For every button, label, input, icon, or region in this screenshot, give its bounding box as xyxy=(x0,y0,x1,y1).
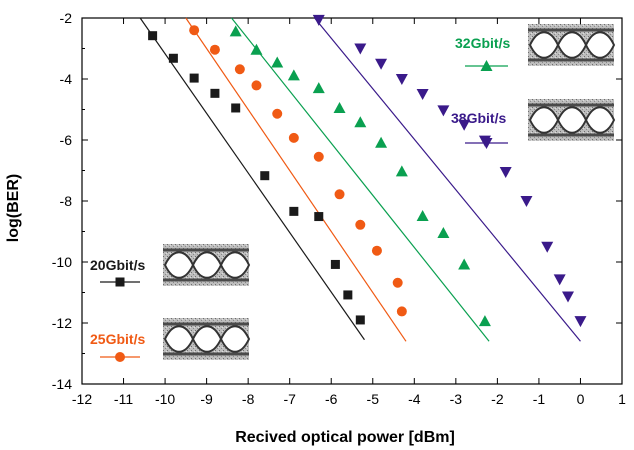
data-point-0 xyxy=(343,290,353,300)
eye-diagram-20gbit xyxy=(161,242,251,288)
data-point-1 xyxy=(189,25,200,36)
data-point-2 xyxy=(416,209,429,221)
data-point-2 xyxy=(333,101,346,113)
data-point-3 xyxy=(395,74,408,85)
legend-marker-0 xyxy=(115,277,125,287)
x-tick-label: 1 xyxy=(618,391,626,407)
data-point-2 xyxy=(395,165,408,177)
data-point-2 xyxy=(458,258,471,270)
y-tick-label: -10 xyxy=(52,254,72,270)
data-point-1 xyxy=(313,151,324,162)
data-point-1 xyxy=(251,80,262,91)
data-point-3 xyxy=(553,274,566,286)
x-tick-label: -4 xyxy=(408,391,421,407)
x-tick-label: -3 xyxy=(450,391,463,407)
legend: 20Gbit/s 25Gbit/s 32Gbit/s 38Gbit/s xyxy=(90,35,510,362)
legend-label-2: 32Gbit/s xyxy=(455,35,510,51)
x-tick-label: -2 xyxy=(491,391,504,407)
data-point-1 xyxy=(234,64,245,75)
data-point-2 xyxy=(478,315,491,327)
data-point-3 xyxy=(458,119,471,131)
data-point-3 xyxy=(541,241,554,253)
eye-diagram-25gbit xyxy=(161,316,251,362)
x-tick-label: -7 xyxy=(283,391,296,407)
data-point-0 xyxy=(330,259,340,269)
data-point-1 xyxy=(209,44,220,55)
fit-line-0 xyxy=(139,17,365,341)
x-tick-label: -11 xyxy=(114,391,133,407)
data-point-2 xyxy=(287,69,300,81)
y-tick-label: -8 xyxy=(60,193,73,209)
data-point-0 xyxy=(289,206,299,216)
data-point-0 xyxy=(260,171,270,181)
legend-marker-2 xyxy=(480,60,493,71)
legend-label-0: 20Gbit/s xyxy=(90,257,145,273)
data-point-0 xyxy=(355,315,365,325)
data-point-3 xyxy=(562,291,574,303)
data-point-1 xyxy=(371,245,382,256)
x-tick-label: -12 xyxy=(72,391,92,407)
data-point-0 xyxy=(231,103,241,113)
data-point-2 xyxy=(229,25,242,37)
x-tick-label: 0 xyxy=(577,391,585,407)
legend-marker-1 xyxy=(115,352,125,362)
data-point-2 xyxy=(250,43,263,55)
x-axis-title: Recived optical power [dBm] xyxy=(235,429,455,446)
fit-line-1 xyxy=(185,17,407,342)
legend-label-3: 38Gbit/s xyxy=(451,110,506,126)
data-point-2 xyxy=(271,56,284,68)
fit-lines xyxy=(139,17,581,342)
fit-line-2 xyxy=(231,17,490,342)
data-point-3 xyxy=(312,14,325,26)
x-tick-label: -9 xyxy=(200,391,213,407)
x-tick-label: -6 xyxy=(325,391,338,407)
data-point-3 xyxy=(375,58,388,70)
data-point-1 xyxy=(288,132,299,143)
data-point-3 xyxy=(437,105,450,117)
legend-marker-3 xyxy=(480,138,493,149)
data-point-0 xyxy=(210,88,220,98)
y-tick-label: -6 xyxy=(60,132,73,148)
x-tick-label: -10 xyxy=(155,391,175,407)
eye-diagram-38gbit xyxy=(526,97,616,143)
y-axis-title: log(BER) xyxy=(5,174,22,242)
y-tick-label: -4 xyxy=(60,71,73,87)
data-point-1 xyxy=(396,306,407,317)
eye-diagram-32gbit xyxy=(526,22,616,68)
x-tick-label: -1 xyxy=(533,391,546,407)
data-point-2 xyxy=(312,82,325,94)
data-point-0 xyxy=(314,212,324,222)
data-point-3 xyxy=(354,43,367,55)
data-point-3 xyxy=(499,167,512,179)
y-tick-label: -12 xyxy=(52,315,72,331)
data-point-1 xyxy=(334,189,345,200)
data-point-3 xyxy=(574,316,587,328)
data-point-0 xyxy=(168,53,178,63)
legend-label-1: 25Gbit/s xyxy=(90,331,145,347)
y-tick-label: -2 xyxy=(60,10,73,26)
x-tick-label: -8 xyxy=(242,391,255,407)
tick-layer: -12 -11 -10 -9 -8 -7 -6 -5 -4 -3 -2 -1 0 1-2-4-6-8-10… xyxy=(52,10,626,407)
x-tick-label: -5 xyxy=(367,391,380,407)
data-point-3 xyxy=(416,88,429,100)
data-point-1 xyxy=(392,277,403,288)
fit-line-3 xyxy=(314,17,581,342)
data-point-2 xyxy=(437,227,450,239)
data-point-2 xyxy=(375,136,388,148)
data-point-0 xyxy=(148,31,158,41)
data-point-3 xyxy=(520,196,533,207)
data-point-0 xyxy=(189,73,199,83)
data-point-2 xyxy=(354,116,367,128)
y-tick-label: -14 xyxy=(52,376,72,392)
data-point-1 xyxy=(355,219,366,230)
data-point-1 xyxy=(272,108,283,119)
data-points xyxy=(148,14,587,328)
